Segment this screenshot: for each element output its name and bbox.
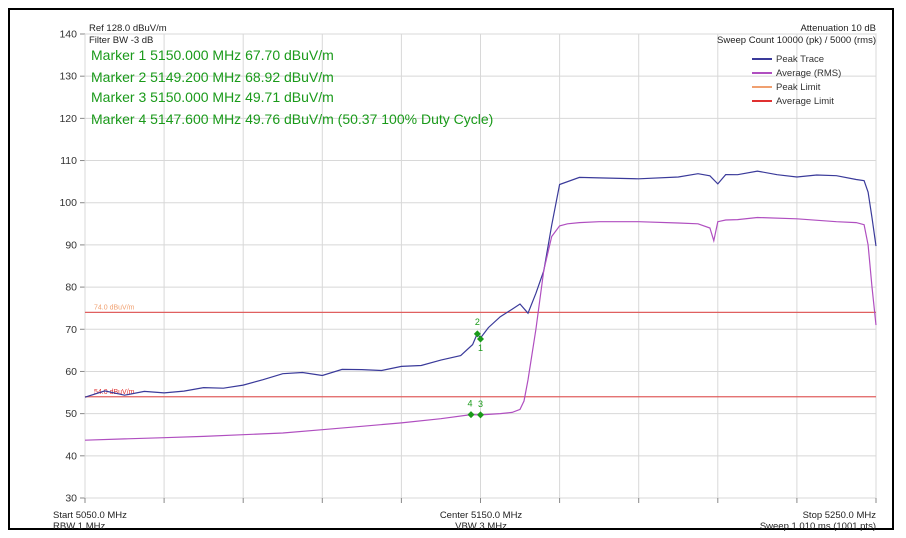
- x-stop-label: Stop 5250.0 MHz: [802, 510, 876, 521]
- legend-swatch-peak-trace: [752, 58, 772, 61]
- ref-level-label: Ref 128.0 dBuV/m: [89, 23, 167, 34]
- vbw-label: VBW 3 MHz: [455, 521, 507, 532]
- marker-4-point: [467, 411, 475, 419]
- legend-item-peak-limit: Peak Limit: [752, 82, 820, 94]
- y-tick-label: 60: [65, 366, 77, 378]
- x-start-label: Start 5050.0 MHz: [53, 510, 127, 521]
- x-center-label: Center 5150.0 MHz: [439, 510, 523, 521]
- marker-1-readout: Marker 1 5150.000 MHz 67.70 dBuV/m: [91, 47, 334, 63]
- marker-3-label: 3: [478, 399, 483, 409]
- legend-label-peak-limit: Peak Limit: [776, 82, 821, 93]
- peak-trace-line: [84, 170, 877, 398]
- y-tick-label: 130: [59, 71, 77, 83]
- limit-line-label: 54.0 dBuV/m: [94, 389, 135, 396]
- y-tick-label: 100: [59, 197, 77, 209]
- legend-swatch-average: [752, 72, 772, 75]
- legend-swatch-average-limit: [752, 100, 772, 103]
- legend-swatch-peak-limit: [752, 86, 772, 89]
- y-tick-label: 30: [65, 493, 77, 505]
- y-tick-label: 70: [65, 324, 77, 336]
- y-tick-label: 80: [65, 282, 77, 294]
- rbw-label: RBW 1 MHz: [53, 521, 106, 532]
- marker-1-label: 1: [478, 343, 483, 353]
- sweep-time-label: Sweep 1.010 ms (1001 pts): [759, 521, 876, 532]
- marker-2-point: [473, 330, 481, 338]
- y-tick-label: 120: [59, 113, 77, 125]
- marker-2-readout: Marker 2 5149.200 MHz 68.92 dBuV/m: [91, 69, 334, 85]
- legend-item-average-limit: Average Limit: [752, 96, 834, 108]
- sweep-count-label: Sweep Count 10000 (pk) / 5000 (rms): [717, 35, 876, 46]
- y-tick-label: 110: [60, 155, 77, 167]
- marker-4-readout: Marker 4 5147.600 MHz 49.76 dBuV/m (50.3…: [91, 111, 494, 127]
- legend-label-average-limit: Average Limit: [776, 96, 834, 107]
- y-tick-label: 50: [65, 408, 77, 420]
- marker-3-readout: Marker 3 5150.000 MHz 49.71 dBuV/m: [91, 89, 334, 105]
- limit-line-label: 74.0 dBuV/m: [94, 304, 135, 311]
- marker-1-point: [477, 335, 484, 343]
- y-tick-label: 40: [65, 450, 77, 462]
- legend-item-average: Average (RMS): [752, 68, 841, 80]
- marker-3-point: [477, 411, 484, 419]
- y-tick-label: 90: [65, 239, 77, 251]
- y-tick-label: 140: [59, 29, 77, 41]
- attenuation-label: Attenuation 10 dB: [800, 23, 876, 34]
- marker-4-label: 4: [468, 399, 473, 409]
- legend-label-average: Average (RMS): [776, 68, 842, 79]
- filter-bw-label: Filter BW -3 dB: [89, 35, 154, 46]
- legend-label-peak-trace: Peak Trace: [776, 54, 825, 65]
- average-trace-line: [84, 216, 877, 441]
- marker-2-label: 2: [475, 317, 480, 327]
- legend-item-peak-trace: Peak Trace: [752, 54, 824, 66]
- figure-frame: [8, 8, 894, 530]
